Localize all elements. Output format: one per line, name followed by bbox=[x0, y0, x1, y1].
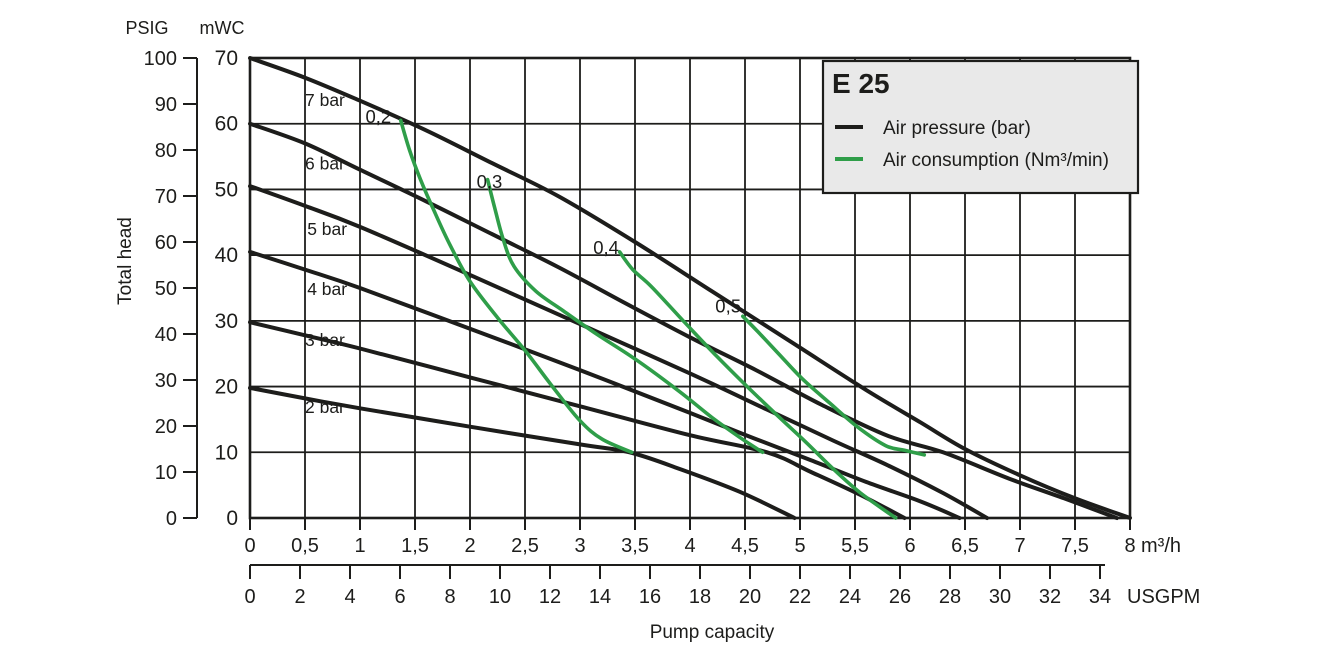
psig-tick-label: 40 bbox=[155, 324, 177, 346]
consumption-0-2-curve bbox=[398, 118, 634, 455]
pressure-2-bar-label: 2 bar bbox=[305, 397, 345, 417]
mwc-tick-label: 70 bbox=[215, 47, 238, 70]
m3h-tick-label: 0,5 bbox=[291, 535, 319, 557]
usgpm-tick-label: 32 bbox=[1039, 586, 1061, 608]
m3h-tick-label: 6 bbox=[904, 535, 915, 557]
pressure-4-bar-label: 4 bar bbox=[307, 279, 347, 299]
mwc-tick-label: 20 bbox=[215, 376, 238, 399]
usgpm-tick-label: 22 bbox=[789, 586, 811, 608]
consumption-0-3-curve bbox=[485, 177, 765, 455]
m3h-tick-label: 3,5 bbox=[621, 535, 649, 557]
m3h-axis-unit: m³/h bbox=[1141, 535, 1181, 557]
psig-tick-label: 80 bbox=[155, 140, 177, 162]
mwc-tick-label: 30 bbox=[215, 310, 238, 333]
pressure-5-bar-curve bbox=[248, 184, 989, 520]
consumption-0-5-curve bbox=[741, 314, 927, 457]
m3h-tick-label: 7,5 bbox=[1061, 535, 1089, 557]
m3h-tick-label: 3 bbox=[574, 535, 585, 557]
consumption-0-2-label: 0,2 bbox=[366, 106, 392, 127]
usgpm-tick-label: 24 bbox=[839, 586, 861, 608]
pressure-7-bar-label: 7 bar bbox=[305, 90, 345, 110]
psig-tick-label: 10 bbox=[155, 462, 177, 484]
m3h-tick-label: 1,5 bbox=[401, 535, 429, 557]
usgpm-tick-label: 10 bbox=[489, 586, 511, 608]
mwc-tick-label: 10 bbox=[215, 441, 238, 464]
pressure-6-bar-curve bbox=[248, 121, 1119, 520]
mwc-tick-label: 50 bbox=[215, 178, 238, 201]
mwc-tick-label: 40 bbox=[215, 244, 238, 267]
usgpm-axis-unit: USGPM bbox=[1127, 586, 1200, 608]
usgpm-tick-label: 28 bbox=[939, 586, 961, 608]
y-axis-title-total-head: Total head bbox=[115, 217, 136, 305]
m3h-tick-label: 6,5 bbox=[951, 535, 979, 557]
consumption-0-4-label: 0,4 bbox=[593, 237, 619, 258]
psig-tick-label: 90 bbox=[155, 94, 177, 116]
pressure-3-bar-curve bbox=[248, 320, 907, 520]
legend-item-label-pressure: Air pressure (bar) bbox=[883, 118, 1031, 139]
psig-tick-label: 70 bbox=[155, 186, 177, 208]
pressure-2-bar-curve bbox=[248, 385, 797, 520]
usgpm-tick-label: 18 bbox=[689, 586, 711, 608]
x-axis-title-pump-capacity: Pump capacity bbox=[650, 622, 775, 643]
usgpm-tick-label: 2 bbox=[294, 586, 305, 608]
psig-tick-label: 60 bbox=[155, 232, 177, 254]
m3h-tick-label: 2 bbox=[464, 535, 475, 557]
usgpm-tick-label: 4 bbox=[344, 586, 355, 608]
psig-tick-label: 50 bbox=[155, 278, 177, 300]
psig-tick-label: 20 bbox=[155, 416, 177, 438]
m3h-tick-label: 4,5 bbox=[731, 535, 759, 557]
m3h-tick-label: 5 bbox=[794, 535, 805, 557]
m3h-tick-label: 8 bbox=[1124, 535, 1135, 557]
psig-tick-label: 30 bbox=[155, 370, 177, 392]
usgpm-tick-label: 16 bbox=[639, 586, 661, 608]
usgpm-tick-label: 30 bbox=[989, 586, 1011, 608]
usgpm-tick-label: 12 bbox=[539, 586, 561, 608]
usgpm-tick-label: 14 bbox=[589, 586, 611, 608]
usgpm-tick-label: 8 bbox=[444, 586, 455, 608]
legend-item-label-consumption: Air consumption (Nm³/min) bbox=[883, 150, 1109, 171]
consumption-0-3-label: 0,3 bbox=[477, 171, 503, 192]
usgpm-tick-label: 6 bbox=[394, 586, 405, 608]
mwc-axis-unit: mWC bbox=[200, 18, 245, 38]
consumption-0-4-curve bbox=[617, 250, 898, 520]
usgpm-tick-label: 34 bbox=[1089, 586, 1111, 608]
consumption-0-5-label: 0,5 bbox=[715, 295, 741, 316]
psig-tick-label: 100 bbox=[144, 48, 177, 70]
mwc-tick-label: 60 bbox=[215, 113, 238, 136]
m3h-tick-label: 2,5 bbox=[511, 535, 539, 557]
pressure-5-bar-label: 5 bar bbox=[307, 219, 347, 239]
m3h-tick-label: 0 bbox=[244, 535, 255, 557]
m3h-tick-label: 4 bbox=[684, 535, 695, 557]
m3h-tick-label: 7 bbox=[1014, 535, 1025, 557]
legend-box bbox=[821, 59, 1140, 195]
pressure-7-bar-curve bbox=[248, 56, 1132, 520]
legend-title: E 25 bbox=[832, 68, 890, 99]
pressure-6-bar-label: 6 bar bbox=[305, 154, 345, 174]
usgpm-tick-label: 20 bbox=[739, 586, 761, 608]
pressure-4-bar-curve bbox=[248, 249, 962, 520]
usgpm-tick-label: 0 bbox=[244, 586, 255, 608]
mwc-tick-label: 0 bbox=[226, 507, 238, 530]
psig-axis-unit: PSIG bbox=[125, 18, 168, 38]
psig-tick-label: 0 bbox=[166, 508, 177, 530]
m3h-tick-label: 5,5 bbox=[841, 535, 869, 557]
pressure-3-bar-label: 3 bar bbox=[305, 330, 345, 350]
usgpm-tick-label: 26 bbox=[889, 586, 911, 608]
m3h-tick-label: 1 bbox=[354, 535, 365, 557]
